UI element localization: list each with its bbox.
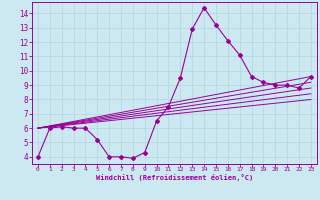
X-axis label: Windchill (Refroidissement éolien,°C): Windchill (Refroidissement éolien,°C) bbox=[96, 174, 253, 181]
